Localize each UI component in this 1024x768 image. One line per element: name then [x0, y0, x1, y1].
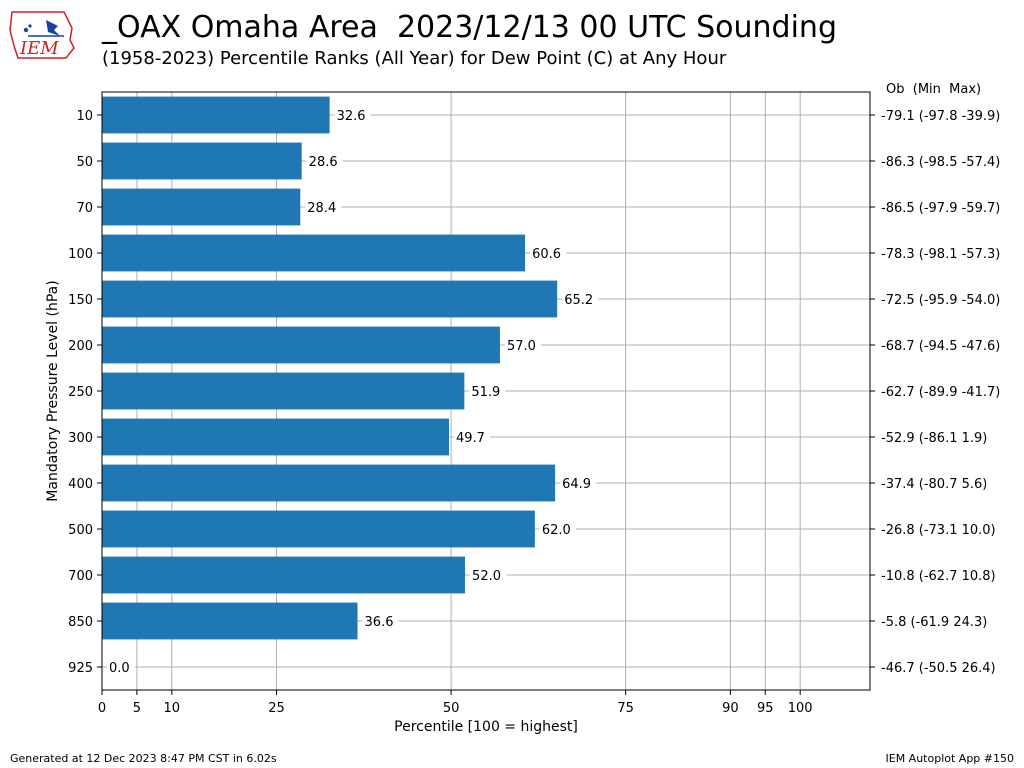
- y-tick-label: 70: [76, 201, 93, 216]
- value-label-background: [362, 614, 399, 630]
- chart-subtitle: (1958-2023) Percentile Ranks (All Year) …: [102, 48, 727, 69]
- value-label-background: [560, 476, 597, 492]
- right-observation-label: -10.8 (-62.7 10.8): [881, 569, 996, 584]
- y-tick-label: 700: [68, 569, 93, 584]
- app-id: IEM Autoplot App #150: [885, 752, 1015, 765]
- y-axis-label: Mandatory Pressure Level (hPa): [45, 280, 61, 501]
- bar: [102, 326, 500, 364]
- x-tick-label: 5: [133, 701, 141, 716]
- value-label-background: [562, 292, 599, 308]
- y-tick-label: 925: [68, 661, 93, 676]
- value-label-background: [470, 568, 507, 584]
- value-label: 57.0: [507, 339, 536, 354]
- label-layer: 32.6 28.6 28.4 60.6 65.2 57.0 51.9 49.7 64.9 62.0…: [107, 108, 599, 676]
- y-tick-label: 850: [68, 615, 93, 630]
- bar: [102, 234, 526, 272]
- right-observation-label: -86.3 (-98.5 -57.4): [881, 155, 1000, 170]
- bar: [102, 464, 556, 502]
- value-label-background: [530, 246, 567, 262]
- x-tick-label: 100: [788, 701, 813, 716]
- x-tick-label: 50: [443, 701, 460, 716]
- right-observation-label: -26.8 (-73.1 10.0): [881, 523, 996, 538]
- x-tick-label: 90: [722, 701, 739, 716]
- right-observation-label: -37.4 (-80.7 5.6): [881, 477, 987, 492]
- bar: [102, 418, 449, 456]
- right-observation-label: -79.1 (-97.8 -39.9): [881, 109, 1000, 124]
- value-label-background: [453, 430, 490, 446]
- right-observation-label: -86.5 (-97.9 -59.7): [881, 201, 1000, 216]
- value-label: 65.2: [564, 293, 593, 308]
- bar: [102, 510, 535, 548]
- logo-text: IEM: [19, 38, 59, 59]
- bar: [102, 142, 302, 180]
- value-label: 64.9: [562, 477, 591, 492]
- value-label-background: [107, 660, 135, 676]
- right-column-header: Ob (Min Max): [886, 82, 981, 97]
- bar-layer: [102, 96, 558, 640]
- value-label: 0.0: [109, 661, 130, 676]
- x-tick-label: 25: [268, 701, 285, 716]
- bar: [102, 556, 466, 594]
- value-label: 52.0: [472, 569, 501, 584]
- x-tick-label: 10: [164, 701, 181, 716]
- y-tick-label: 400: [68, 477, 93, 492]
- right-observation-label: -72.5 (-95.9 -54.0): [881, 293, 1000, 308]
- x-axis-label: Percentile [100 = highest]: [394, 719, 578, 735]
- generated-timestamp: Generated at 12 Dec 2023 8:47 PM CST in …: [10, 752, 277, 765]
- y-tick-label: 150: [68, 293, 93, 308]
- y-tick-label: 100: [68, 247, 93, 262]
- bar: [102, 188, 301, 226]
- value-label-background: [504, 338, 541, 354]
- value-label-background: [305, 200, 342, 216]
- x-tick-label: 75: [617, 701, 634, 716]
- value-label: 32.6: [337, 109, 366, 124]
- right-observation-label: -52.9 (-86.1 1.9): [881, 431, 987, 446]
- value-label: 28.6: [309, 155, 338, 170]
- y-tick-label: 250: [68, 385, 93, 400]
- right-observation-label: -46.7 (-50.5 26.4): [881, 661, 996, 676]
- value-label-background: [334, 108, 371, 124]
- value-label-background: [469, 384, 506, 400]
- bar: [102, 96, 330, 134]
- bar: [102, 280, 558, 318]
- y-tick-label: 200: [68, 339, 93, 354]
- bar: [102, 372, 465, 410]
- y-tick-label: 500: [68, 523, 93, 538]
- x-tick-label: 0: [98, 701, 106, 716]
- right-observation-label: -62.7 (-89.9 -41.7): [881, 385, 1000, 400]
- x-tick-label: 95: [757, 701, 774, 716]
- y-tick-label: 50: [76, 155, 93, 170]
- value-label: 60.6: [532, 247, 561, 262]
- value-label: 51.9: [471, 385, 500, 400]
- right-observation-label: -68.7 (-94.5 -47.6): [881, 339, 1000, 354]
- axis-layer: 0 5 10 25 50 75 90 95 100 10 -79.1 (-97.8 -39.9) 50…: [68, 109, 1000, 716]
- chart-title: _OAX Omaha Area 2023/12/13 00 UTC Soundi…: [102, 10, 837, 45]
- value-label: 28.4: [307, 201, 336, 216]
- y-tick-label: 300: [68, 431, 93, 446]
- value-label: 62.0: [542, 523, 571, 538]
- iem-logo: IEM: [9, 11, 75, 59]
- bar: [102, 602, 358, 640]
- value-label-background: [539, 522, 576, 538]
- value-label-background: [306, 154, 343, 170]
- value-label: 36.6: [365, 615, 394, 630]
- value-label: 49.7: [456, 431, 485, 446]
- right-observation-label: -5.8 (-61.9 24.3): [881, 615, 987, 630]
- right-observation-label: -78.3 (-98.1 -57.3): [881, 247, 1000, 262]
- y-tick-label: 10: [76, 109, 93, 124]
